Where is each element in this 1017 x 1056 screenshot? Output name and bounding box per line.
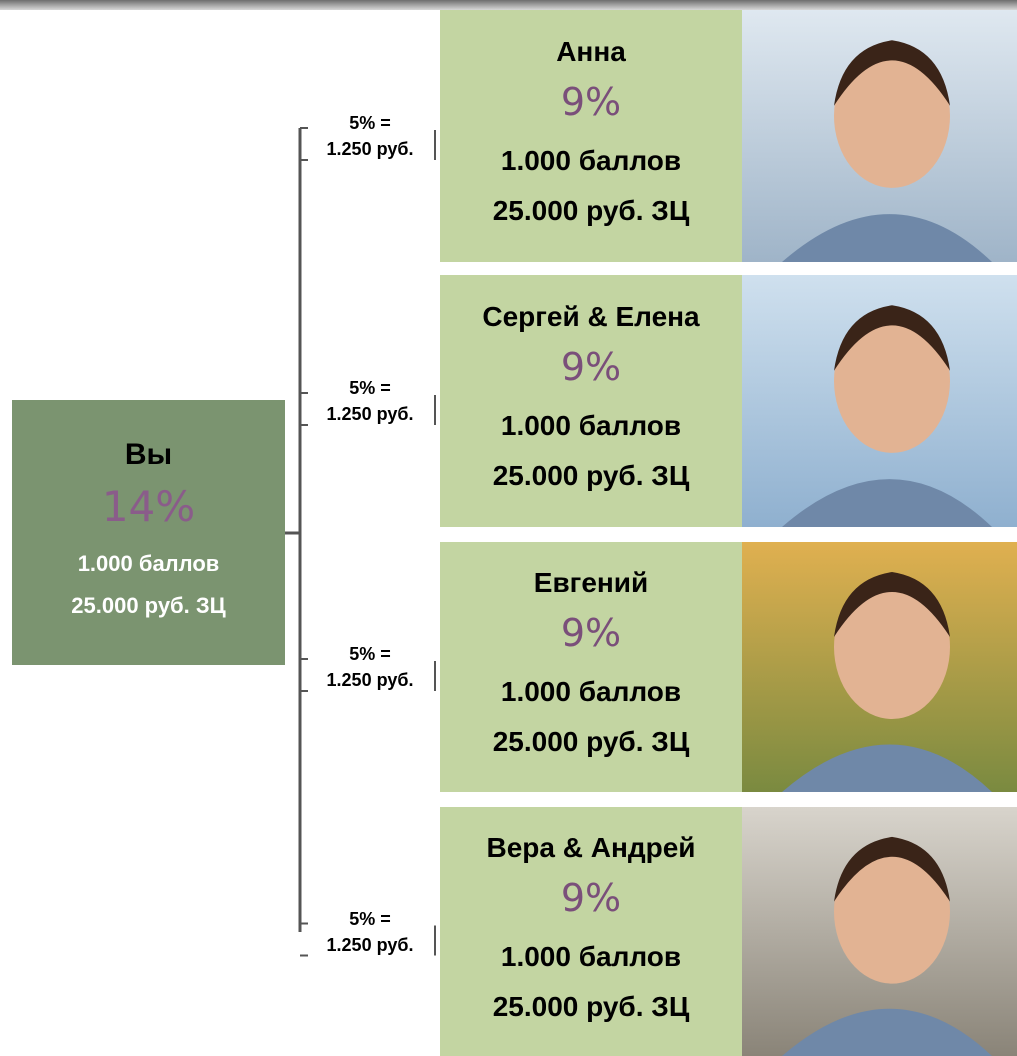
child-node: Сергей & Елена 9% 1.000 баллов 25.000 руб. … <box>440 275 742 527</box>
root-percent: 14% <box>101 482 196 531</box>
link-amount: 1.250 руб. <box>326 139 414 159</box>
child-label: Евгений <box>533 567 649 598</box>
child-points: 1.000 баллов <box>500 940 682 972</box>
link-label: 5% = 1.250 руб. <box>305 641 435 693</box>
child-turnover: 25.000 руб. ЗЦ <box>492 990 690 1022</box>
link-label: 5% = 1.250 руб. <box>305 110 435 162</box>
root-node: Вы 14% 1.000 баллов 25.000 руб. ЗЦ <box>12 400 285 665</box>
root-label: Вы <box>124 438 173 471</box>
child-node: Евгений 9% 1.000 баллов 25.000 руб. ЗЦ <box>440 542 742 792</box>
root-points: 1.000 баллов <box>77 551 220 576</box>
photo <box>742 542 1017 792</box>
child-percent: 9% <box>560 345 622 389</box>
child-label: Анна <box>556 36 626 67</box>
child-points: 1.000 баллов <box>500 145 682 176</box>
child-percent: 9% <box>560 611 622 655</box>
link-amount: 1.250 руб. <box>326 404 414 424</box>
photo <box>742 275 1017 527</box>
child-label: Вера & Андрей <box>486 831 696 863</box>
child-points: 1.000 баллов <box>500 676 682 707</box>
photo <box>742 10 1017 262</box>
link-rate: 5% = <box>349 113 391 133</box>
child-percent: 9% <box>560 875 622 920</box>
child-points: 1.000 баллов <box>500 410 682 441</box>
link-rate: 5% = <box>349 908 391 929</box>
child-label: Сергей & Елена <box>482 301 700 332</box>
child-node: Анна 9% 1.000 баллов 25.000 руб. ЗЦ <box>440 10 742 262</box>
top-bar <box>0 0 1017 10</box>
link-label: 5% = 1.250 руб. <box>305 906 435 958</box>
child-turnover: 25.000 руб. ЗЦ <box>492 460 690 491</box>
child-turnover: 25.000 руб. ЗЦ <box>492 195 690 226</box>
root-turnover: 25.000 руб. ЗЦ <box>71 593 226 618</box>
link-amount: 1.250 руб. <box>326 670 414 690</box>
link-amount: 1.250 руб. <box>326 934 414 955</box>
child-node: Вера & Андрей 9% 1.000 баллов 25.000 руб. З… <box>440 807 742 1056</box>
child-percent: 9% <box>560 80 622 124</box>
child-turnover: 25.000 руб. ЗЦ <box>492 726 690 757</box>
link-rate: 5% = <box>349 644 391 664</box>
photo <box>742 807 1017 1056</box>
link-label: 5% = 1.250 руб. <box>305 375 435 427</box>
link-rate: 5% = <box>349 378 391 398</box>
